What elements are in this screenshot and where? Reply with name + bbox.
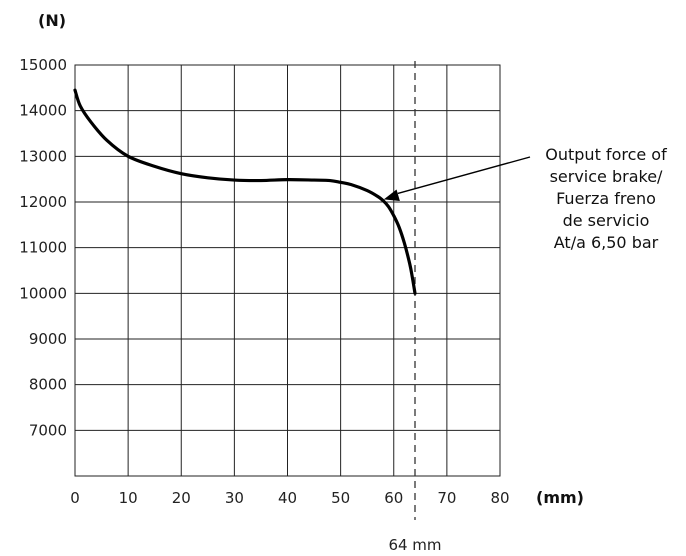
y-tick-label: 14000 — [19, 102, 67, 120]
y-tick-label: 7000 — [29, 421, 67, 439]
annotation-arrow-head — [383, 189, 400, 202]
y-tick-labels: 15000 14000 13000 12000 11000 10000 9000 8000 70… — [19, 56, 67, 439]
annotation-line: At/a 6,50 bar — [554, 233, 659, 252]
annotation-line: service brake/ — [550, 167, 663, 186]
x-tick-label: 50 — [331, 489, 350, 507]
x-tick-label: 20 — [172, 489, 191, 507]
x-tick-label: 80 — [490, 489, 509, 507]
y-tick-label: 15000 — [19, 56, 67, 74]
annotation-group: Output force of service brake/Fuerza fren… — [383, 145, 667, 252]
y-tick-label: 13000 — [19, 147, 67, 165]
y-tick-label: 12000 — [19, 193, 67, 211]
x-tick-label: 70 — [437, 489, 456, 507]
x-tick-label: 10 — [119, 489, 138, 507]
y-tick-label: 11000 — [19, 239, 67, 257]
annotation-line: Output force of — [545, 145, 667, 164]
annotation-arrow-shaft — [397, 156, 531, 195]
x-tick-labels: 0 10 20 30 40 50 60 70 80 — [70, 489, 509, 507]
series-group — [73, 88, 417, 295]
y-tick-label: 9000 — [29, 330, 67, 348]
x-tick-label: 60 — [384, 489, 403, 507]
y-tick-label: 8000 — [29, 376, 67, 394]
annotation-line: Fuerza freno — [556, 189, 656, 208]
x-axis-unit: (mm) — [536, 488, 584, 507]
x-tick-label: 40 — [278, 489, 297, 507]
y-tick-label: 10000 — [19, 284, 67, 302]
y-axis-unit: (N) — [38, 11, 66, 30]
x-tick-label: 30 — [225, 489, 244, 507]
x-tick-label: 0 — [70, 489, 80, 507]
reference-line-label: 64 mm — [388, 536, 441, 554]
series-line — [73, 88, 417, 295]
annotation-line: de servicio — [563, 211, 650, 230]
grid — [74, 64, 501, 477]
